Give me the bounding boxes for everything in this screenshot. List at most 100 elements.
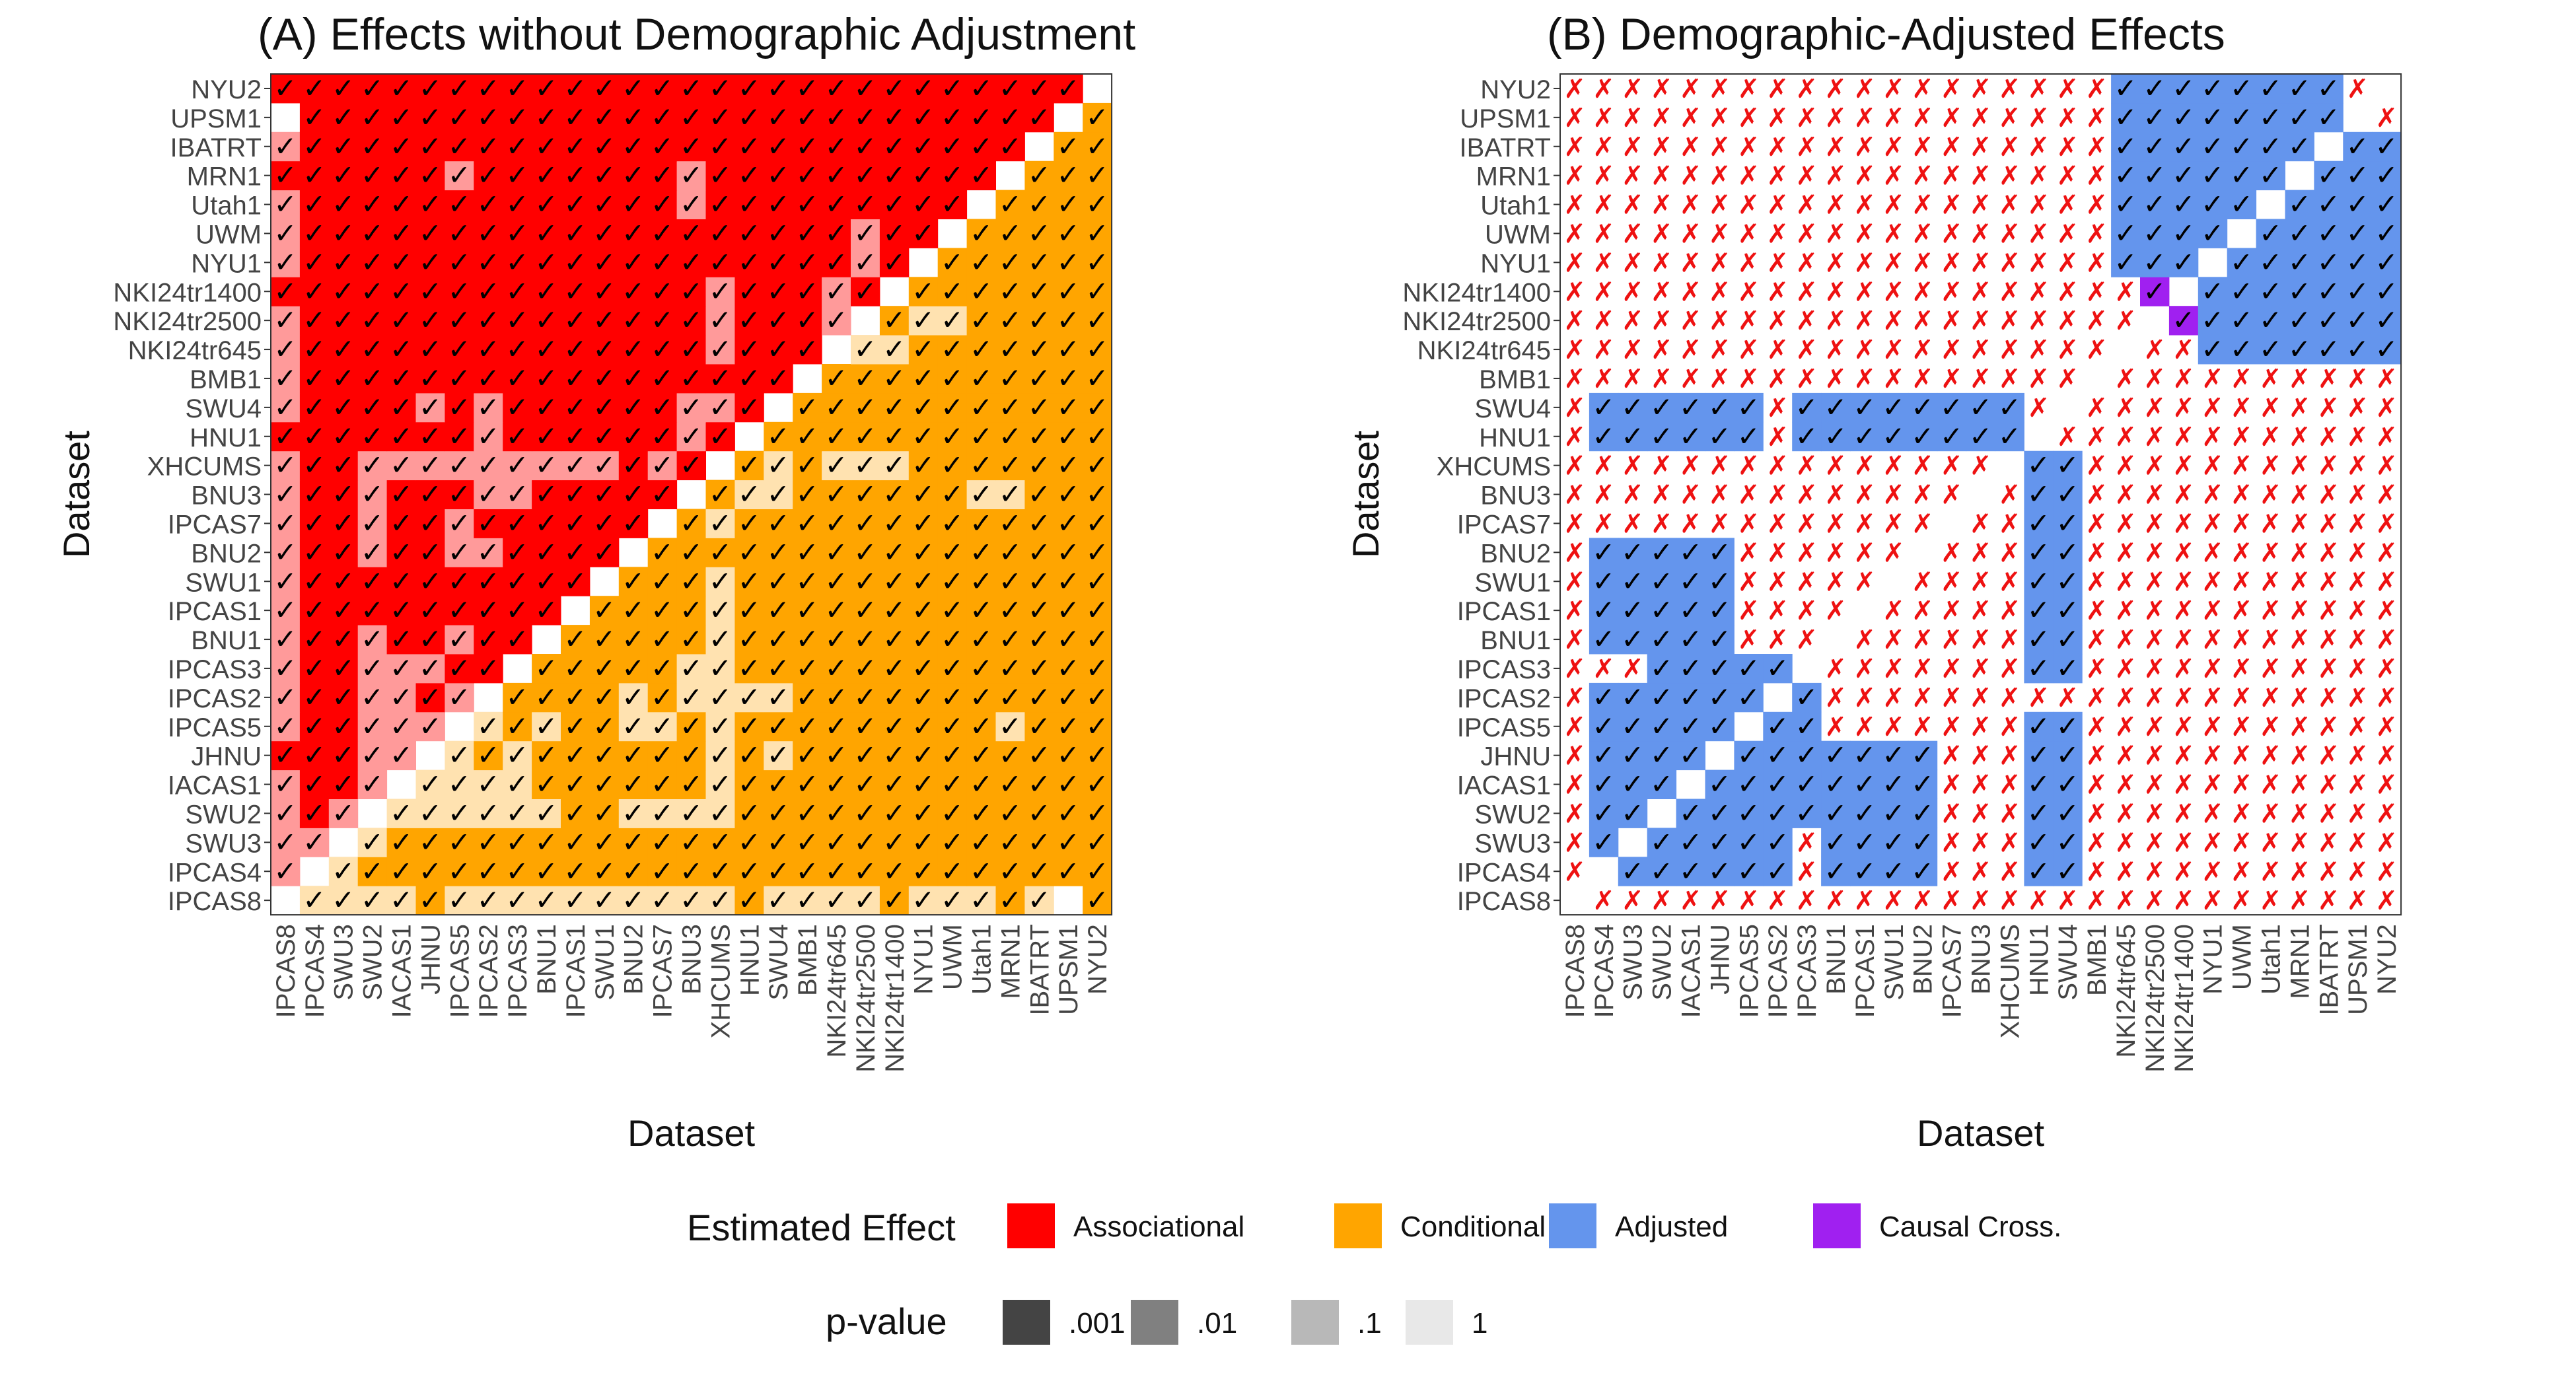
- check-mark: ✓: [390, 623, 413, 655]
- y-tick-label: IPCAS4: [1457, 858, 1551, 887]
- check-mark: ✓: [1057, 565, 1080, 596]
- conditional-cell: [415, 857, 445, 886]
- y-tick-label: MRN1: [187, 162, 262, 192]
- check-mark: ✓: [999, 421, 1022, 452]
- check-mark: ✓: [534, 653, 557, 684]
- conditional-cell: [618, 828, 649, 857]
- cross-mark: ✗: [1563, 277, 1586, 306]
- cross-mark: ✗: [1766, 277, 1789, 306]
- check-mark: ✓: [2027, 740, 2050, 771]
- cross-mark: ✗: [1795, 191, 1818, 220]
- cross-mark: ✗: [2085, 886, 2108, 915]
- check-mark: ✓: [361, 565, 384, 596]
- cross-mark: ✗: [2028, 104, 2050, 133]
- cross-mark: ✗: [2346, 509, 2369, 538]
- cross-mark: ✗: [1999, 596, 2021, 625]
- cross-mark: ✗: [2201, 481, 2224, 510]
- y-tick-label: BMB1: [190, 365, 262, 394]
- cross-mark: ✗: [1592, 277, 1615, 306]
- conditional-cell: [503, 886, 532, 915]
- check-mark: ✓: [2317, 73, 2340, 104]
- conditional-cell: [561, 886, 590, 915]
- check-mark: ✓: [1679, 421, 1702, 452]
- conditional-cell: [705, 886, 735, 915]
- check-mark: ✓: [912, 653, 935, 684]
- check-mark: ✓: [767, 826, 790, 857]
- check-mark: ✓: [1795, 797, 1818, 828]
- check-mark: ✓: [1650, 392, 1673, 423]
- check-mark: ✓: [1824, 855, 1847, 886]
- cross-mark: ✗: [1912, 306, 1934, 336]
- conditional-cell: [879, 769, 910, 799]
- check-mark: ✓: [1911, 826, 1934, 857]
- check-mark: ✓: [1650, 421, 1673, 452]
- cross-mark: ✗: [1766, 886, 1789, 915]
- pvalue-label: .1: [1357, 1307, 1382, 1339]
- cross-mark: ✗: [1853, 248, 1876, 277]
- check-mark: ✓: [2317, 217, 2340, 248]
- check-mark: ✓: [970, 363, 993, 394]
- cross-mark: ✗: [2143, 857, 2166, 886]
- conditional-cell: [1083, 886, 1112, 915]
- cross-mark: ✗: [1795, 248, 1818, 277]
- cross-mark: ✗: [1651, 365, 1673, 394]
- check-mark: ✓: [1086, 275, 1109, 306]
- check-mark: ✓: [767, 217, 790, 248]
- check-mark: ✓: [912, 826, 935, 857]
- check-mark: ✓: [1057, 73, 1080, 104]
- cross-mark: ✗: [1738, 336, 1760, 365]
- check-mark: ✓: [390, 334, 413, 365]
- check-mark: ✓: [1621, 740, 1644, 771]
- check-mark: ✓: [709, 189, 732, 220]
- check-mark: ✓: [1028, 217, 1051, 248]
- check-mark: ✓: [1086, 421, 1109, 452]
- check-mark: ✓: [506, 884, 529, 915]
- check-mark: ✓: [592, 740, 616, 771]
- cross-mark: ✗: [1680, 104, 1702, 133]
- cross-mark: ✗: [2318, 481, 2340, 510]
- cross-mark: ✗: [1824, 886, 1847, 915]
- cross-mark: ✗: [1912, 248, 1934, 277]
- cross-mark: ✗: [1766, 75, 1789, 104]
- cross-mark: ✗: [1709, 306, 1731, 336]
- check-mark: ✓: [303, 334, 326, 365]
- x-tick-label: IPCAS3: [1793, 924, 1822, 1018]
- check-mark: ✓: [592, 275, 616, 306]
- conditional-cell: [1024, 769, 1054, 799]
- check-mark: ✓: [534, 246, 557, 277]
- check-mark: ✓: [2056, 653, 2079, 684]
- check-mark: ✓: [912, 479, 935, 510]
- check-mark: ✓: [1650, 653, 1673, 684]
- check-mark: ✓: [824, 653, 847, 684]
- check-mark: ✓: [1028, 769, 1051, 800]
- y-tick-label: NKI24tr2500: [113, 307, 262, 336]
- check-mark: ✓: [738, 246, 761, 277]
- conditional-cell: [879, 886, 910, 915]
- conditional-cell: [532, 828, 561, 857]
- associational-cell: [328, 769, 359, 799]
- cross-mark: ✗: [1853, 162, 1876, 191]
- cross-mark: ✗: [1563, 394, 1586, 423]
- check-mark: ✓: [912, 304, 935, 336]
- cross-mark: ✗: [1882, 452, 1905, 481]
- check-mark: ✓: [999, 682, 1022, 713]
- check-mark: ✓: [970, 217, 993, 248]
- conditional-cell: [966, 886, 996, 915]
- cross-mark: ✗: [1563, 799, 1586, 828]
- y-tick-label: IPCAS7: [168, 510, 262, 539]
- cross-mark: ✗: [2289, 684, 2311, 713]
- check-mark: ✓: [477, 711, 500, 742]
- cross-mark: ✗: [1824, 452, 1847, 481]
- cross-mark: ✗: [2114, 596, 2137, 625]
- check-mark: ✓: [1679, 682, 1702, 713]
- cross-mark: ✗: [1941, 219, 1963, 248]
- cross-mark: ✗: [2289, 452, 2311, 481]
- cross-mark: ✗: [1824, 336, 1847, 365]
- check-mark: ✓: [332, 884, 355, 915]
- cross-mark: ✗: [1766, 625, 1789, 655]
- conditional-cell: [995, 857, 1025, 886]
- check-mark: ✓: [592, 826, 616, 857]
- check-mark: ✓: [970, 565, 993, 596]
- cross-mark: ✗: [1912, 104, 1934, 133]
- check-mark: ✓: [592, 884, 616, 915]
